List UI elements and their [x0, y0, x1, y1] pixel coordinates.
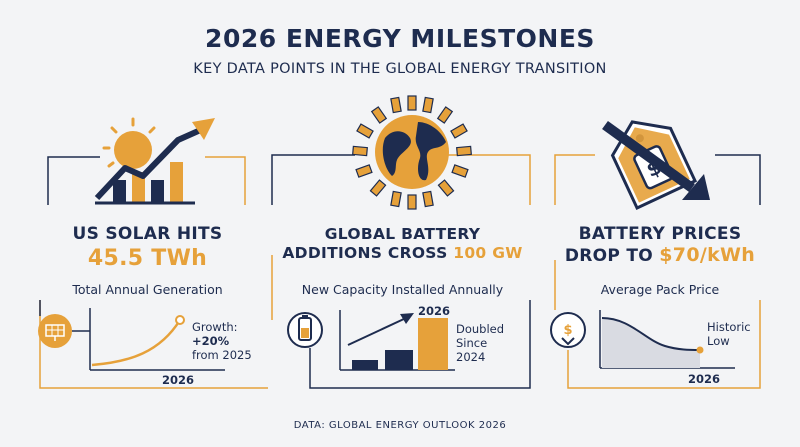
solar-mini-chart — [38, 308, 225, 371]
price-caption: Average Pack Price — [600, 282, 720, 297]
solar-heading: US SOLAR HITS 45.5 TWh — [40, 224, 255, 272]
solar-growth-label: Growth: — [192, 320, 238, 334]
solar-growth-icon — [94, 117, 215, 205]
battery-mini-chart — [287, 310, 455, 371]
battery-note-line2: Since — [456, 336, 488, 350]
battery-heading: GLOBAL BATTERY ADDITIONS CROSS 100 GW — [280, 225, 525, 263]
battery-bar-label: 2026 — [418, 304, 451, 318]
page-subtitle: KEY DATA POINTS IN THE GLOBAL ENERGY TRA… — [193, 61, 607, 77]
panel-2-frame — [271, 154, 531, 389]
battery-note: Doubled Since 2024 — [456, 322, 504, 364]
price-heading-value: $70/kWh — [659, 244, 756, 266]
battery-caption: New Capacity Installed Annually — [301, 282, 504, 297]
price-heading: BATTERY PRICES DROP TO $70/kWh — [560, 224, 760, 267]
price-heading-line1: BATTERY PRICES — [578, 224, 742, 244]
solar-caption: Total Annual Generation — [72, 282, 223, 297]
price-tag-down-icon: $ — [602, 120, 710, 210]
page-title: 2026 ENERGY MILESTONES — [205, 24, 595, 53]
solar-heading-value: 45.5 TWh — [87, 246, 208, 271]
battery-heading-line1: GLOBAL BATTERY — [324, 225, 481, 243]
globe-battery-icon — [352, 95, 472, 210]
battery-note-line1: Doubled — [456, 322, 505, 336]
battery-heading-line2: ADDITIONS CROSS — [282, 244, 448, 262]
battery-note-line3: 2024 — [456, 350, 486, 364]
svg-text:$: $ — [563, 323, 572, 338]
solar-growth-value: +20% — [192, 334, 230, 348]
price-note: Historic Low — [707, 320, 751, 348]
solar-heading-line1: US SOLAR HITS — [72, 224, 223, 244]
solar-year-label: 2026 — [162, 373, 195, 387]
panel-3-frame — [554, 154, 761, 389]
price-heading-line2: DROP TO — [564, 246, 654, 266]
price-note-line2: Low — [707, 334, 730, 348]
battery-heading-value: 100 GW — [453, 244, 523, 262]
price-year-label: 2026 — [688, 372, 721, 386]
price-note-line1: Historic — [707, 320, 751, 334]
source-footer: DATA: GLOBAL ENERGY OUTLOOK 2026 — [293, 420, 507, 431]
solar-growth-detail: from 2025 — [192, 348, 252, 362]
price-mini-chart: $ — [550, 310, 735, 369]
solar-growth-note: Growth: +20% from 2025 — [192, 320, 252, 362]
